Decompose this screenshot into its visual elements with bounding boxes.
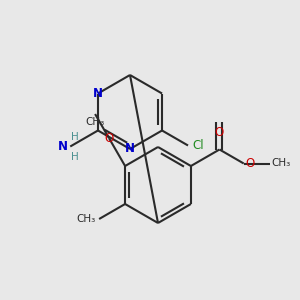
Text: O: O xyxy=(246,157,255,170)
Text: O: O xyxy=(215,127,224,140)
Text: Cl: Cl xyxy=(192,139,204,152)
Text: H: H xyxy=(71,131,79,142)
Text: CH₃: CH₃ xyxy=(272,158,291,169)
Text: N: N xyxy=(93,87,103,100)
Text: N: N xyxy=(125,142,135,155)
Text: CH₃: CH₃ xyxy=(77,214,96,224)
Text: O: O xyxy=(104,132,114,145)
Text: CH₃: CH₃ xyxy=(85,117,105,127)
Text: N: N xyxy=(58,140,68,153)
Text: H: H xyxy=(71,152,79,161)
